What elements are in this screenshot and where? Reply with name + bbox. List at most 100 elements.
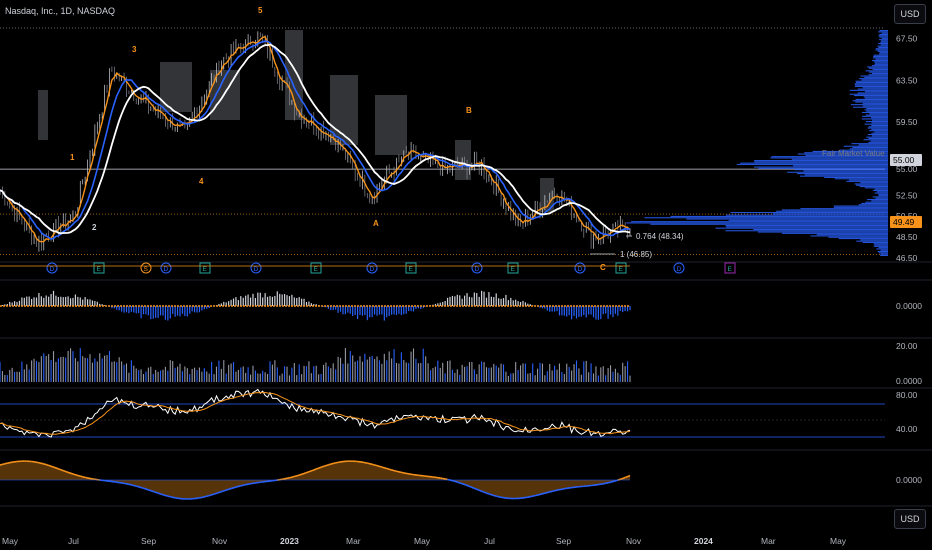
price-tick-label: 48.50 xyxy=(896,232,918,242)
momentum-line-segment xyxy=(284,477,288,480)
momentum-line-segment xyxy=(534,494,538,497)
momentum-line-segment xyxy=(549,490,553,493)
event-marker-label: D xyxy=(677,266,682,273)
event-marker xyxy=(673,262,685,274)
volume-profile-bar xyxy=(856,240,888,242)
momentum-line-segment xyxy=(386,467,390,471)
symbol-title: Nasdaq, Inc., 1D, NASDAQ xyxy=(5,6,116,16)
volume-profile-bar xyxy=(879,30,888,32)
volume-profile-bar xyxy=(880,253,888,255)
momentum-line-segment xyxy=(622,476,626,480)
price-mark-label: 49.49 xyxy=(893,217,915,227)
momentum-line-segment xyxy=(537,493,541,496)
volume-profile-bar xyxy=(854,85,888,87)
rsi-signal-line xyxy=(0,391,631,435)
volume-tick: 20.00 xyxy=(896,341,918,351)
volume-profile-bar xyxy=(838,238,888,240)
momentum-line-segment xyxy=(84,476,88,479)
wave-label-4: 4 xyxy=(199,177,204,186)
volume-profile-bar xyxy=(876,248,888,250)
volume-profile-bar xyxy=(875,197,888,199)
momentum-line-segment xyxy=(303,471,307,475)
momentum-line-segment xyxy=(138,486,142,489)
volume-profile-bar xyxy=(833,206,888,208)
context-box xyxy=(540,178,554,212)
momentum-line-segment xyxy=(211,493,215,496)
volume-profile-bar xyxy=(850,104,888,106)
momentum-line-segment xyxy=(610,480,614,483)
momentum-line-segment xyxy=(233,486,237,489)
volume-profile-bar xyxy=(878,252,888,254)
volume-profile-bar xyxy=(862,87,888,89)
wave-label-a: A xyxy=(373,219,379,228)
volume-profile-bar xyxy=(879,53,888,55)
volume-profile-bar xyxy=(881,40,888,42)
volume-profile-bar xyxy=(878,46,888,48)
volume-profile-bar xyxy=(854,84,888,86)
momentum-line-segment xyxy=(218,490,222,494)
volume-profile-bar xyxy=(770,157,888,159)
momentum-line-segment xyxy=(464,483,468,487)
momentum-line-segment xyxy=(542,492,546,495)
momentum-line-segment xyxy=(243,483,246,487)
momentum-line-segment xyxy=(311,469,315,472)
currency-button-top[interactable]: USD xyxy=(894,4,926,24)
volume-profile-bar xyxy=(877,50,888,52)
currency-button-bottom[interactable]: USD xyxy=(894,509,926,529)
momentum-line-segment xyxy=(291,475,295,478)
annotation-label: 1 (46.85) xyxy=(620,250,652,259)
momentum-line-segment xyxy=(298,473,302,476)
momentum-line-segment xyxy=(401,471,404,474)
volume-profile-bar xyxy=(863,139,888,141)
volume-profile-bar xyxy=(757,231,888,233)
momentum-line-segment xyxy=(162,493,166,497)
momentum-line-segment xyxy=(315,467,319,470)
momentum-line-segment xyxy=(7,461,10,464)
momentum-line-segment xyxy=(488,493,492,496)
volume-profile-bar xyxy=(871,59,888,61)
momentum-line-segment xyxy=(612,480,616,483)
momentum-line-segment xyxy=(50,465,54,468)
wave-label-3: 3 xyxy=(132,45,137,54)
volume-profile-bar xyxy=(816,234,888,236)
volume-profile-bar xyxy=(794,169,888,171)
volume-profile-bar xyxy=(864,187,888,189)
momentum-line-segment xyxy=(381,466,385,469)
volume-profile-bar xyxy=(740,162,888,164)
momentum-line-segment xyxy=(296,474,300,477)
volume-profile-bar xyxy=(855,82,888,84)
blue-ma-line xyxy=(0,40,631,240)
volume-profile-bar xyxy=(828,236,888,238)
momentum-line-segment xyxy=(4,462,8,465)
volume-profile-bar xyxy=(855,101,888,103)
momentum-line-segment xyxy=(45,463,49,467)
volume-profile-bar xyxy=(730,212,888,214)
event-marker xyxy=(199,262,211,274)
volume-profile-bar xyxy=(860,239,888,241)
event-marker xyxy=(366,262,378,274)
volume-profile-bar xyxy=(793,165,888,167)
volume-profile-bar xyxy=(874,63,888,65)
momentum-line-segment xyxy=(493,494,497,497)
volume-profile-bar xyxy=(871,117,888,119)
x-axis-label: May xyxy=(414,536,431,546)
volume-profile-bar xyxy=(867,127,888,129)
volume-profile-bar xyxy=(858,144,888,146)
x-axis-label: Nov xyxy=(626,536,642,546)
rsi-line xyxy=(0,388,631,438)
momentum-line-segment xyxy=(65,470,69,474)
volume-profile-bar xyxy=(878,31,888,33)
volume-profile-bar xyxy=(857,88,888,90)
volume-profile-bar xyxy=(805,154,888,156)
momentum-line-segment xyxy=(80,475,83,478)
volume-profile-bar xyxy=(824,176,888,178)
volume-profile-bar xyxy=(804,152,888,154)
momentum-line-segment xyxy=(206,494,210,498)
momentum-line-segment xyxy=(140,486,144,490)
momentum-line-segment xyxy=(289,476,293,479)
volume-profile-bar xyxy=(833,205,888,207)
momentum-line-segment xyxy=(301,472,305,476)
momentum-line-segment xyxy=(461,482,465,486)
volume-profile-bar xyxy=(754,166,888,168)
